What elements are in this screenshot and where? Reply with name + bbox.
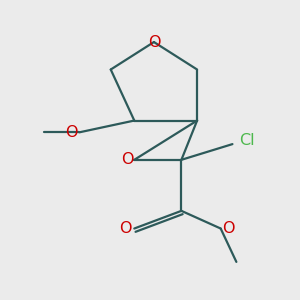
Text: O: O (121, 152, 134, 167)
Text: O: O (222, 221, 235, 236)
Text: O: O (119, 221, 132, 236)
Text: Cl: Cl (240, 134, 255, 148)
Text: O: O (148, 34, 160, 50)
Text: O: O (65, 125, 78, 140)
